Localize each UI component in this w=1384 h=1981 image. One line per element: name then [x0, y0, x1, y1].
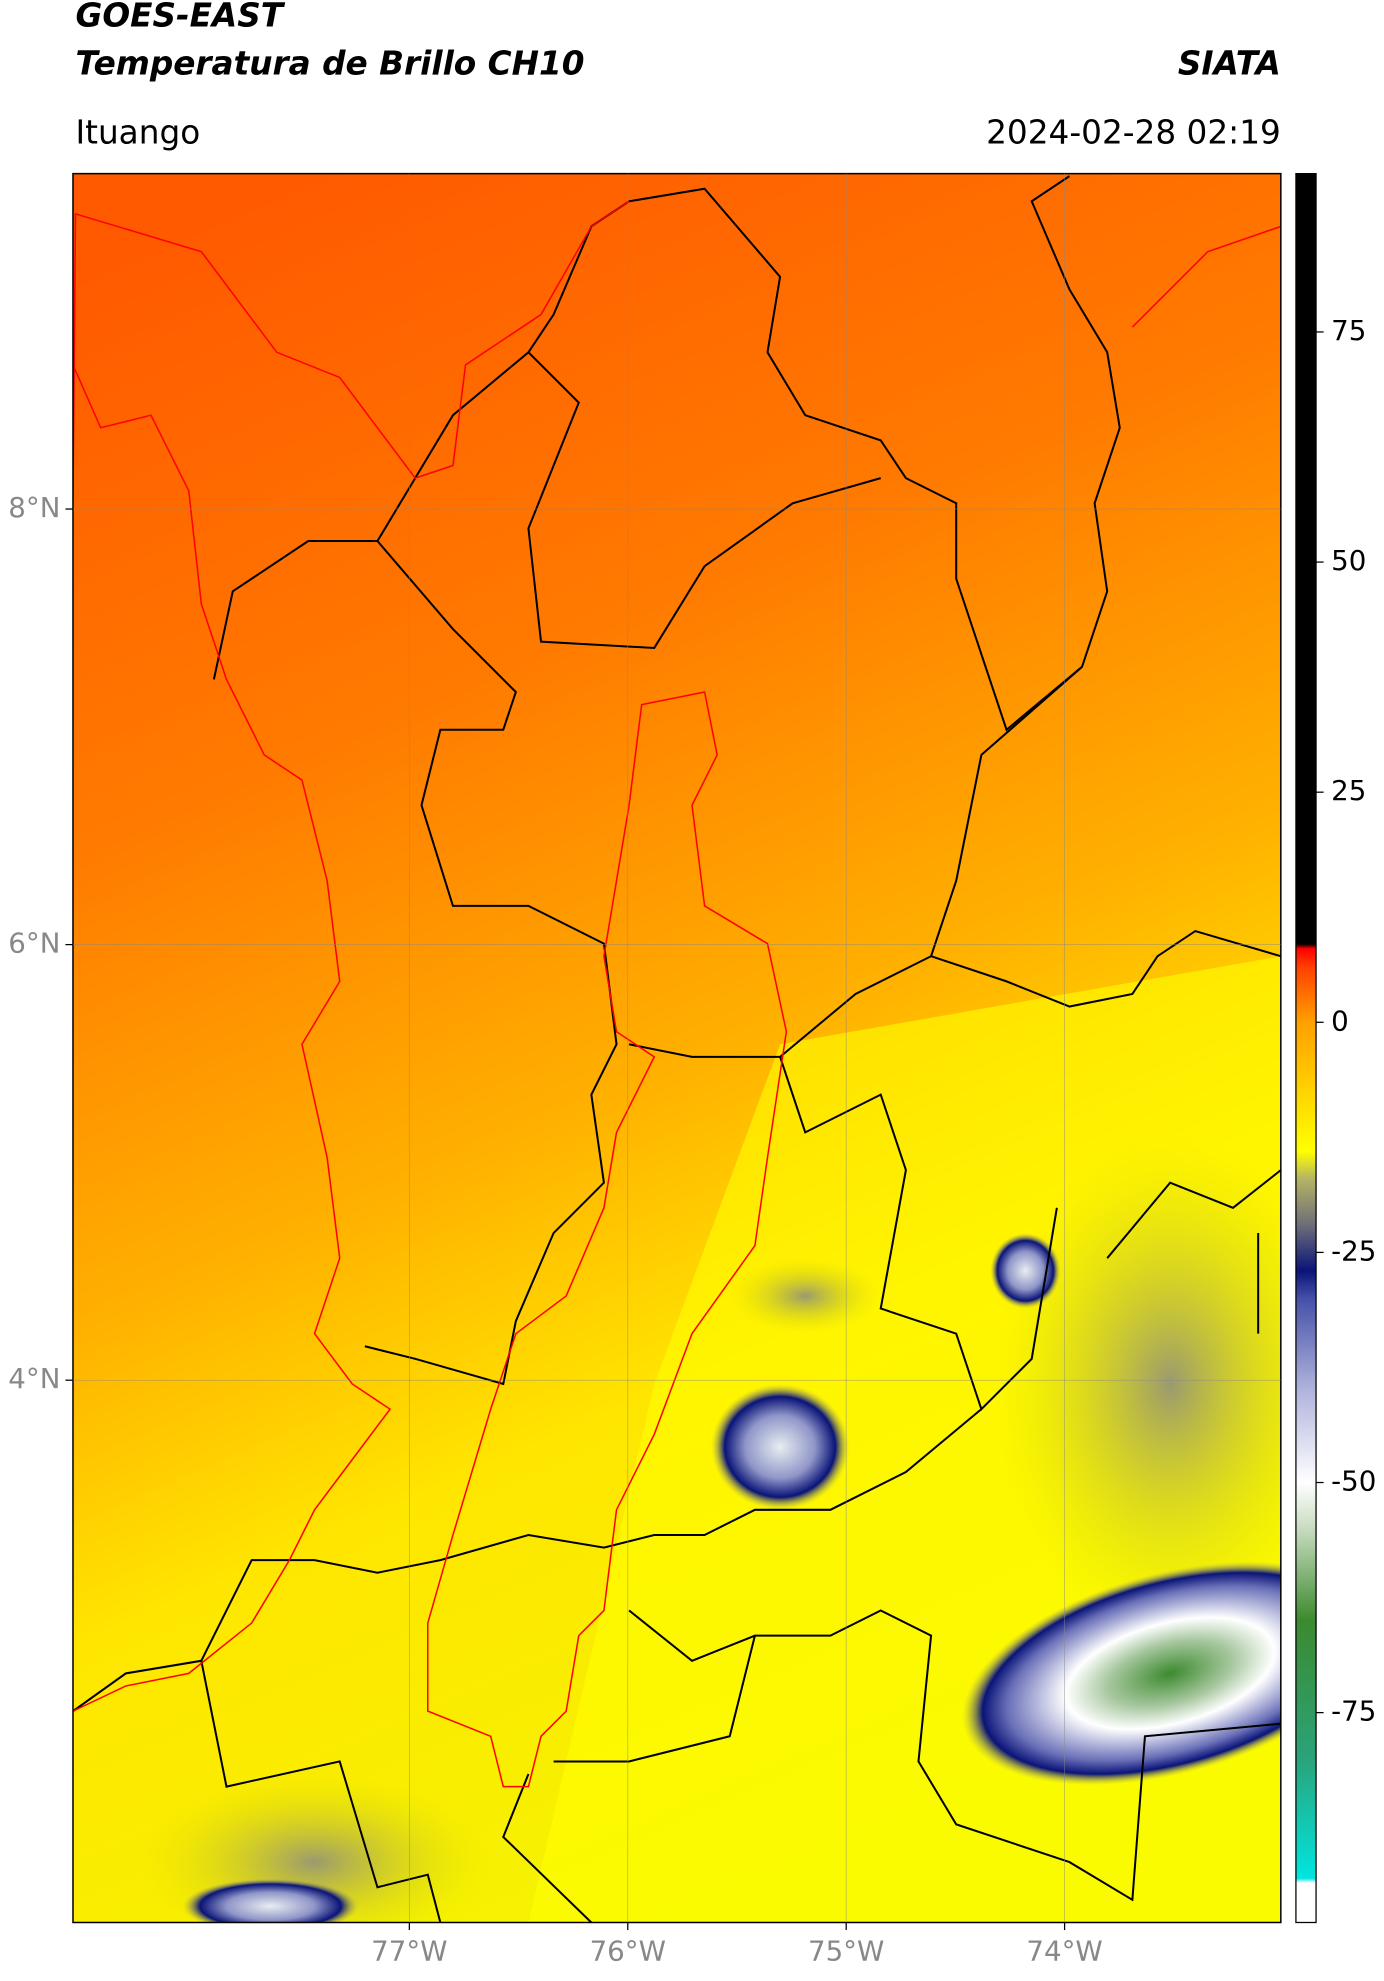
y-tick-label: 6°N [8, 927, 60, 960]
colorbar [1295, 172, 1317, 1924]
colorbar-tick-label: 50 [1331, 544, 1366, 577]
borders [72, 175, 1281, 1923]
datetime: 2024-02-28 02:19 [986, 114, 1281, 152]
x-tick-label: 76°W [590, 1935, 666, 1968]
location: Ituango [75, 114, 200, 152]
x-tick-label: 75°W [808, 1935, 884, 1968]
brand: SIATA [1178, 44, 1281, 82]
colorbar-tick-label: -25 [1331, 1234, 1376, 1267]
colorbar-tick-label: -75 [1331, 1695, 1376, 1728]
y-tick-label: 4°N [8, 1362, 60, 1395]
colorbar-tick-label: 0 [1331, 1004, 1349, 1037]
map-frame [72, 172, 1282, 1924]
map-imagery [72, 173, 1281, 1923]
colorbar-tick-label: 75 [1331, 314, 1366, 347]
x-tick-label: 74°W [1026, 1935, 1102, 1968]
subtitle: Temperatura de Brillo CH10 [75, 44, 584, 82]
colorbar-tick-label: -50 [1331, 1465, 1376, 1498]
colorbar-tick-label: 25 [1331, 774, 1366, 807]
title: GOES-EAST [75, 0, 285, 35]
x-tick-label: 77°W [371, 1935, 447, 1968]
y-tick-label: 8°N [8, 491, 60, 524]
